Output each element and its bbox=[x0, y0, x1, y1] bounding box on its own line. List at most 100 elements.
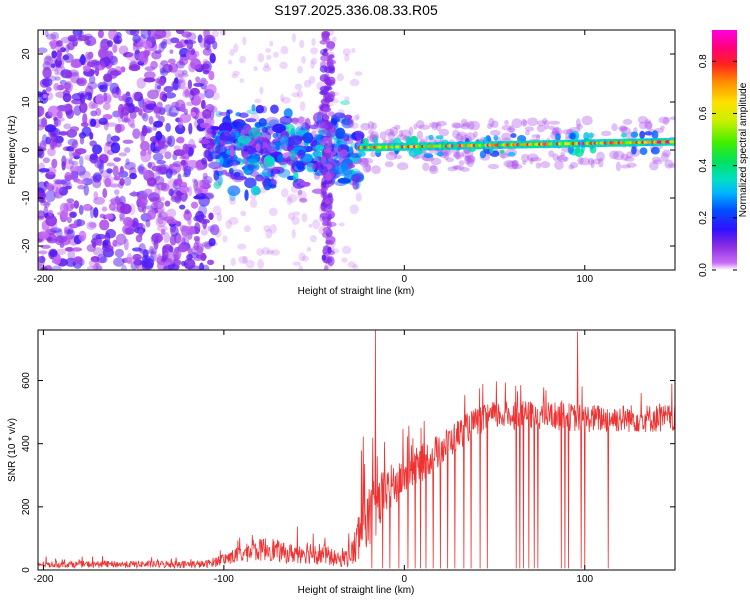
noise-blob bbox=[172, 248, 182, 260]
noise-blob bbox=[166, 112, 178, 117]
noise-blob bbox=[73, 256, 83, 265]
noise-blob bbox=[181, 69, 188, 76]
halo-blob bbox=[508, 125, 515, 134]
noise-blob bbox=[63, 226, 69, 234]
noise-blob bbox=[119, 178, 125, 186]
noise-blob bbox=[117, 111, 123, 123]
noise-blob bbox=[66, 198, 75, 204]
noise-blob bbox=[150, 248, 158, 255]
noise-blob bbox=[118, 95, 125, 102]
noise-blob bbox=[56, 248, 67, 256]
noise-blob bbox=[45, 91, 54, 101]
faint-blob bbox=[298, 252, 306, 262]
noise-blob bbox=[188, 122, 193, 135]
halo-blob bbox=[385, 151, 398, 161]
faint-blob bbox=[310, 235, 317, 243]
noise-blob bbox=[56, 117, 65, 122]
faint-blob bbox=[239, 78, 244, 83]
halo-blob bbox=[438, 128, 450, 137]
halo-blob bbox=[467, 155, 475, 163]
faint-blob bbox=[256, 126, 266, 133]
signal-blob bbox=[290, 117, 300, 123]
noise-blob bbox=[204, 192, 215, 200]
noise-blob bbox=[118, 152, 128, 157]
signal-blob bbox=[247, 163, 256, 169]
snr-frame bbox=[37, 329, 676, 571]
signal-blob bbox=[247, 158, 257, 164]
faint-blob bbox=[253, 66, 258, 72]
signal-blob bbox=[339, 149, 348, 157]
faint-blob bbox=[246, 259, 255, 269]
halo-blob bbox=[355, 130, 364, 140]
noise-blob bbox=[195, 92, 206, 100]
noise-blob bbox=[69, 211, 77, 218]
noise-blob bbox=[164, 151, 172, 160]
halo-blob bbox=[408, 126, 414, 136]
faint-blob bbox=[230, 257, 236, 267]
noise-blob bbox=[142, 40, 153, 50]
snr-series-line bbox=[38, 330, 675, 570]
faint-blob bbox=[311, 37, 316, 46]
streak-blob bbox=[320, 54, 330, 62]
noise-blob bbox=[200, 157, 207, 165]
faint-blob bbox=[308, 75, 316, 84]
noise-blob bbox=[55, 186, 60, 199]
signal-blob bbox=[255, 104, 265, 114]
noise-blob bbox=[174, 69, 185, 79]
faint-blob bbox=[309, 163, 314, 171]
faint-blob bbox=[249, 198, 258, 208]
faint-blob bbox=[243, 225, 251, 233]
noise-blob bbox=[144, 188, 153, 195]
noise-blob bbox=[97, 159, 105, 170]
halo-blob bbox=[490, 129, 501, 137]
noise-blob bbox=[42, 93, 48, 99]
signal-blob bbox=[340, 133, 352, 139]
noise-blob bbox=[147, 162, 153, 168]
noise-blob bbox=[125, 30, 137, 36]
signal-blob bbox=[215, 134, 221, 145]
noise-blob bbox=[124, 161, 136, 171]
noise-blob bbox=[67, 249, 76, 261]
signal-blob bbox=[297, 189, 303, 196]
noise-blob bbox=[92, 263, 102, 270]
noise-blob bbox=[123, 256, 135, 264]
signal-blob bbox=[313, 172, 321, 180]
halo-blob bbox=[626, 162, 637, 168]
noise-blob bbox=[153, 176, 165, 186]
noise-blob bbox=[40, 244, 51, 249]
noise-blob bbox=[183, 235, 190, 247]
noise-blob bbox=[97, 237, 103, 247]
faint-blob bbox=[272, 51, 279, 58]
noise-blob bbox=[86, 53, 93, 60]
halo-blob bbox=[452, 129, 460, 139]
noise-blob bbox=[47, 147, 56, 157]
streak-blob bbox=[326, 219, 332, 230]
noise-blob bbox=[119, 166, 125, 175]
noise-blob bbox=[90, 118, 97, 127]
halo-blob bbox=[576, 123, 583, 130]
noise-blob bbox=[56, 110, 63, 119]
faint-blob bbox=[211, 30, 220, 38]
noise-blob bbox=[175, 235, 186, 246]
noise-blob bbox=[81, 126, 92, 137]
faint-blob bbox=[242, 134, 251, 140]
signal-blob bbox=[228, 156, 242, 165]
noise-blob bbox=[132, 91, 142, 102]
halo-blob bbox=[651, 156, 662, 163]
halo-blob bbox=[458, 160, 465, 166]
faint-blob bbox=[343, 132, 349, 143]
faint-blob bbox=[249, 113, 260, 123]
noise-blob bbox=[54, 68, 59, 76]
noise-blob bbox=[70, 144, 77, 152]
faint-blob bbox=[303, 79, 312, 88]
noise-blob bbox=[104, 213, 114, 220]
noise-blob bbox=[62, 54, 70, 61]
signal-blob bbox=[255, 143, 261, 152]
halo-blob bbox=[658, 116, 671, 124]
streak-blob bbox=[321, 32, 330, 41]
faint-blob bbox=[260, 186, 267, 194]
halo-blob bbox=[384, 128, 395, 136]
noise-blob bbox=[108, 202, 117, 211]
halo-blob bbox=[619, 125, 628, 133]
faint-blob bbox=[288, 212, 296, 220]
